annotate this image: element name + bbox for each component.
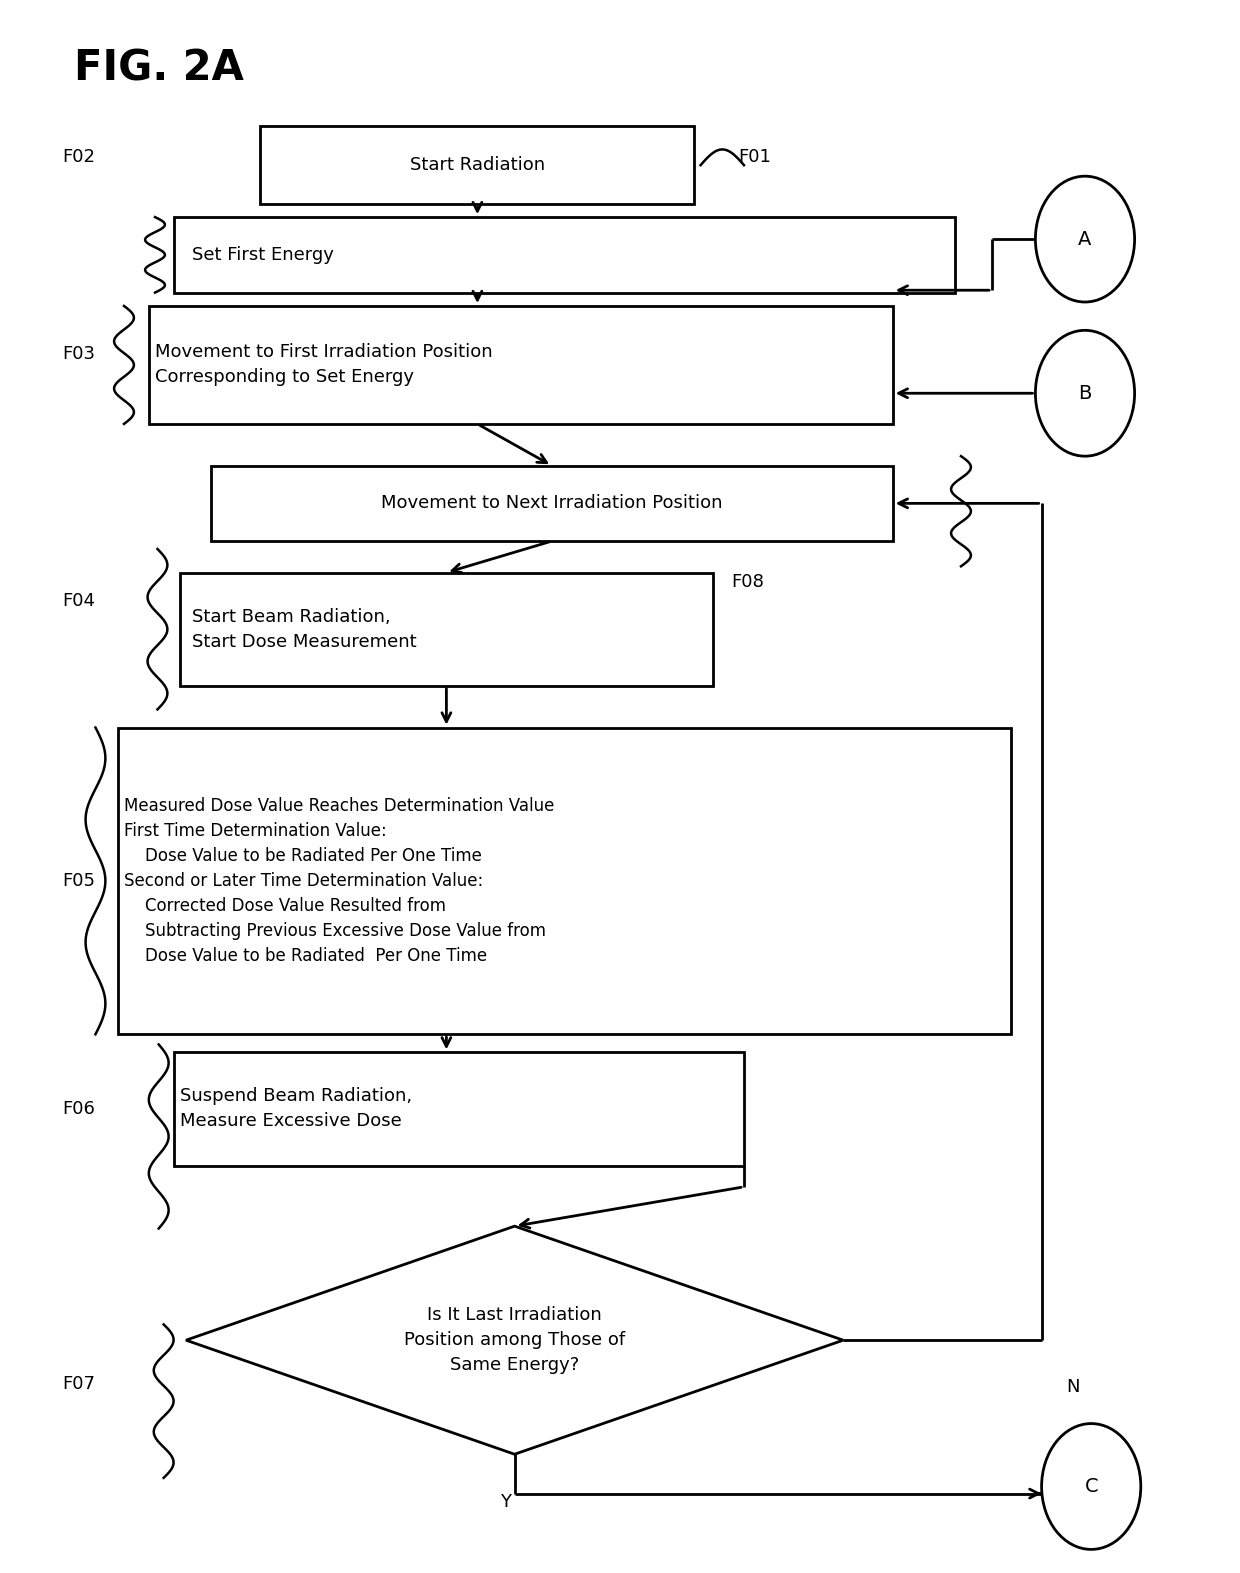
Circle shape (1042, 1424, 1141, 1549)
Text: Y: Y (501, 1493, 511, 1512)
Text: Measured Dose Value Reaches Determination Value
First Time Determination Value:
: Measured Dose Value Reaches Determinatio… (124, 798, 554, 964)
Text: F08: F08 (732, 573, 765, 591)
Text: Start Radiation: Start Radiation (410, 156, 544, 175)
Text: A: A (1079, 230, 1091, 249)
Text: F04: F04 (62, 591, 95, 610)
Text: C: C (1085, 1477, 1097, 1496)
Text: F02: F02 (62, 148, 95, 167)
Text: Set First Energy: Set First Energy (192, 245, 334, 264)
FancyBboxPatch shape (118, 727, 1011, 1035)
Circle shape (1035, 176, 1135, 302)
Text: F07: F07 (62, 1375, 95, 1394)
FancyBboxPatch shape (211, 466, 893, 541)
FancyBboxPatch shape (149, 305, 893, 423)
Text: Start Beam Radiation,
Start Dose Measurement: Start Beam Radiation, Start Dose Measure… (192, 607, 417, 651)
Polygon shape (186, 1227, 843, 1453)
FancyBboxPatch shape (174, 1052, 744, 1166)
Text: Movement to Next Irradiation Position: Movement to Next Irradiation Position (381, 494, 723, 513)
Text: F03: F03 (62, 344, 95, 363)
Text: Suspend Beam Radiation,
Measure Excessive Dose: Suspend Beam Radiation, Measure Excessiv… (180, 1087, 412, 1131)
Text: FIG. 2A: FIG. 2A (74, 47, 244, 90)
Circle shape (1035, 330, 1135, 456)
Text: F01: F01 (738, 148, 771, 167)
Text: B: B (1079, 384, 1091, 403)
Text: F05: F05 (62, 871, 95, 890)
FancyBboxPatch shape (174, 217, 955, 293)
Text: N: N (1066, 1378, 1080, 1397)
Text: F06: F06 (62, 1100, 95, 1118)
Text: Movement to First Irradiation Position
Corresponding to Set Energy: Movement to First Irradiation Position C… (155, 343, 492, 387)
FancyBboxPatch shape (260, 126, 694, 204)
Text: Is It Last Irradiation
Position among Those of
Same Energy?: Is It Last Irradiation Position among Th… (404, 1306, 625, 1375)
FancyBboxPatch shape (180, 573, 713, 686)
